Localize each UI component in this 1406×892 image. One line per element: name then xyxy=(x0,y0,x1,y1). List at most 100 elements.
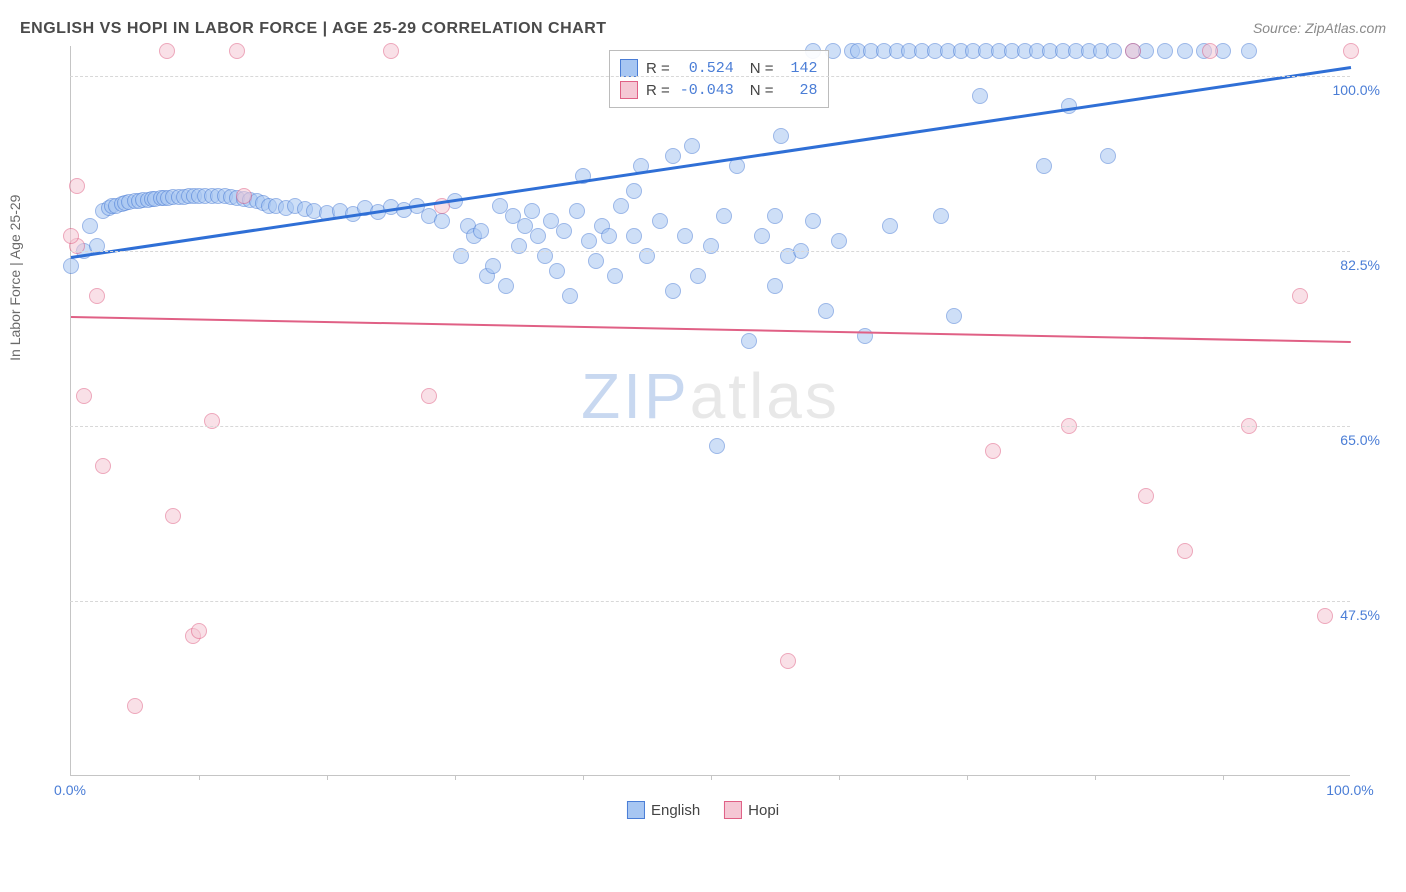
data-point xyxy=(1343,43,1359,59)
legend-swatch xyxy=(620,81,638,99)
data-point xyxy=(1202,43,1218,59)
data-point xyxy=(1106,43,1122,59)
watermark: ZIPatlas xyxy=(581,359,840,433)
data-point xyxy=(1036,158,1052,174)
legend-swatch xyxy=(620,59,638,77)
data-point xyxy=(76,388,92,404)
data-point xyxy=(773,128,789,144)
data-point xyxy=(690,268,706,284)
data-point xyxy=(82,218,98,234)
stats-legend: R = 0.524 N = 142 R = -0.043 N = 28 xyxy=(609,50,829,108)
data-point xyxy=(1100,148,1116,164)
x-tick xyxy=(455,775,456,780)
n-label: N = xyxy=(750,82,774,99)
y-tick-label: 47.5% xyxy=(1340,607,1386,623)
data-point xyxy=(69,178,85,194)
y-tick-label: 100.0% xyxy=(1333,82,1386,98)
data-point xyxy=(652,213,668,229)
correlation-chart: In Labor Force | Age 25-29 ZIPatlas R =0… xyxy=(20,46,1386,826)
data-point xyxy=(581,233,597,249)
data-point xyxy=(767,278,783,294)
data-point xyxy=(626,228,642,244)
data-point xyxy=(1177,543,1193,559)
data-point xyxy=(1292,288,1308,304)
legend-swatch xyxy=(724,801,742,819)
series-legend: English Hopi xyxy=(627,801,779,819)
data-point xyxy=(1138,488,1154,504)
data-point xyxy=(972,88,988,104)
data-point xyxy=(498,278,514,294)
data-point xyxy=(626,183,642,199)
data-point xyxy=(716,208,732,224)
data-point xyxy=(831,233,847,249)
x-tick xyxy=(711,775,712,780)
legend-item: English xyxy=(627,801,700,819)
x-tick xyxy=(583,775,584,780)
data-point xyxy=(159,43,175,59)
data-point xyxy=(665,148,681,164)
data-point xyxy=(421,388,437,404)
data-point xyxy=(524,203,540,219)
x-tick xyxy=(327,775,328,780)
y-tick-label: 65.0% xyxy=(1340,432,1386,448)
data-point xyxy=(946,308,962,324)
r-label: R = xyxy=(646,60,670,77)
trend-line xyxy=(71,316,1351,343)
plot-region: ZIPatlas R = 0.524 N = 142 R = -0.043 N = 28 xyxy=(70,46,1350,776)
data-point xyxy=(677,228,693,244)
data-point xyxy=(767,208,783,224)
data-point xyxy=(754,228,770,244)
data-point xyxy=(607,268,623,284)
data-point xyxy=(805,213,821,229)
data-point xyxy=(1125,43,1141,59)
x-tick xyxy=(199,775,200,780)
n-value: 28 xyxy=(782,82,818,99)
source-attribution: Source: ZipAtlas.com xyxy=(1253,20,1386,36)
x-tick xyxy=(839,775,840,780)
data-point xyxy=(191,623,207,639)
n-value: 142 xyxy=(782,60,818,77)
data-point xyxy=(569,203,585,219)
data-point xyxy=(985,443,1001,459)
data-point xyxy=(63,228,79,244)
x-tick-label: 0.0% xyxy=(54,782,86,798)
r-label: R = xyxy=(646,82,670,99)
data-point xyxy=(549,263,565,279)
y-tick-label: 82.5% xyxy=(1340,257,1386,273)
data-point xyxy=(1317,608,1333,624)
x-tick xyxy=(1095,775,1096,780)
data-point xyxy=(1157,43,1173,59)
data-point xyxy=(1241,43,1257,59)
x-tick-label: 100.0% xyxy=(1326,782,1373,798)
legend-label: English xyxy=(651,802,700,819)
r-value: 0.524 xyxy=(678,60,734,77)
gridline xyxy=(70,426,1350,427)
data-point xyxy=(741,333,757,349)
data-point xyxy=(613,198,629,214)
data-point xyxy=(485,258,501,274)
y-axis-label: In Labor Force | Age 25-29 xyxy=(7,195,23,361)
data-point xyxy=(556,223,572,239)
data-point xyxy=(530,228,546,244)
data-point xyxy=(63,258,79,274)
stats-legend-row: R = -0.043 N = 28 xyxy=(620,79,818,101)
legend-label: Hopi xyxy=(748,802,779,819)
data-point xyxy=(709,438,725,454)
data-point xyxy=(236,188,252,204)
gridline xyxy=(70,76,1350,77)
data-point xyxy=(665,283,681,299)
gridline xyxy=(70,601,1350,602)
chart-title: ENGLISH VS HOPI IN LABOR FORCE | AGE 25-… xyxy=(20,20,607,38)
r-value: -0.043 xyxy=(678,82,734,99)
data-point xyxy=(473,223,489,239)
data-point xyxy=(780,653,796,669)
data-point xyxy=(1177,43,1193,59)
data-point xyxy=(89,288,105,304)
data-point xyxy=(818,303,834,319)
data-point xyxy=(684,138,700,154)
x-tick xyxy=(967,775,968,780)
data-point xyxy=(165,508,181,524)
data-point xyxy=(383,43,399,59)
n-label: N = xyxy=(750,60,774,77)
legend-item: Hopi xyxy=(724,801,779,819)
